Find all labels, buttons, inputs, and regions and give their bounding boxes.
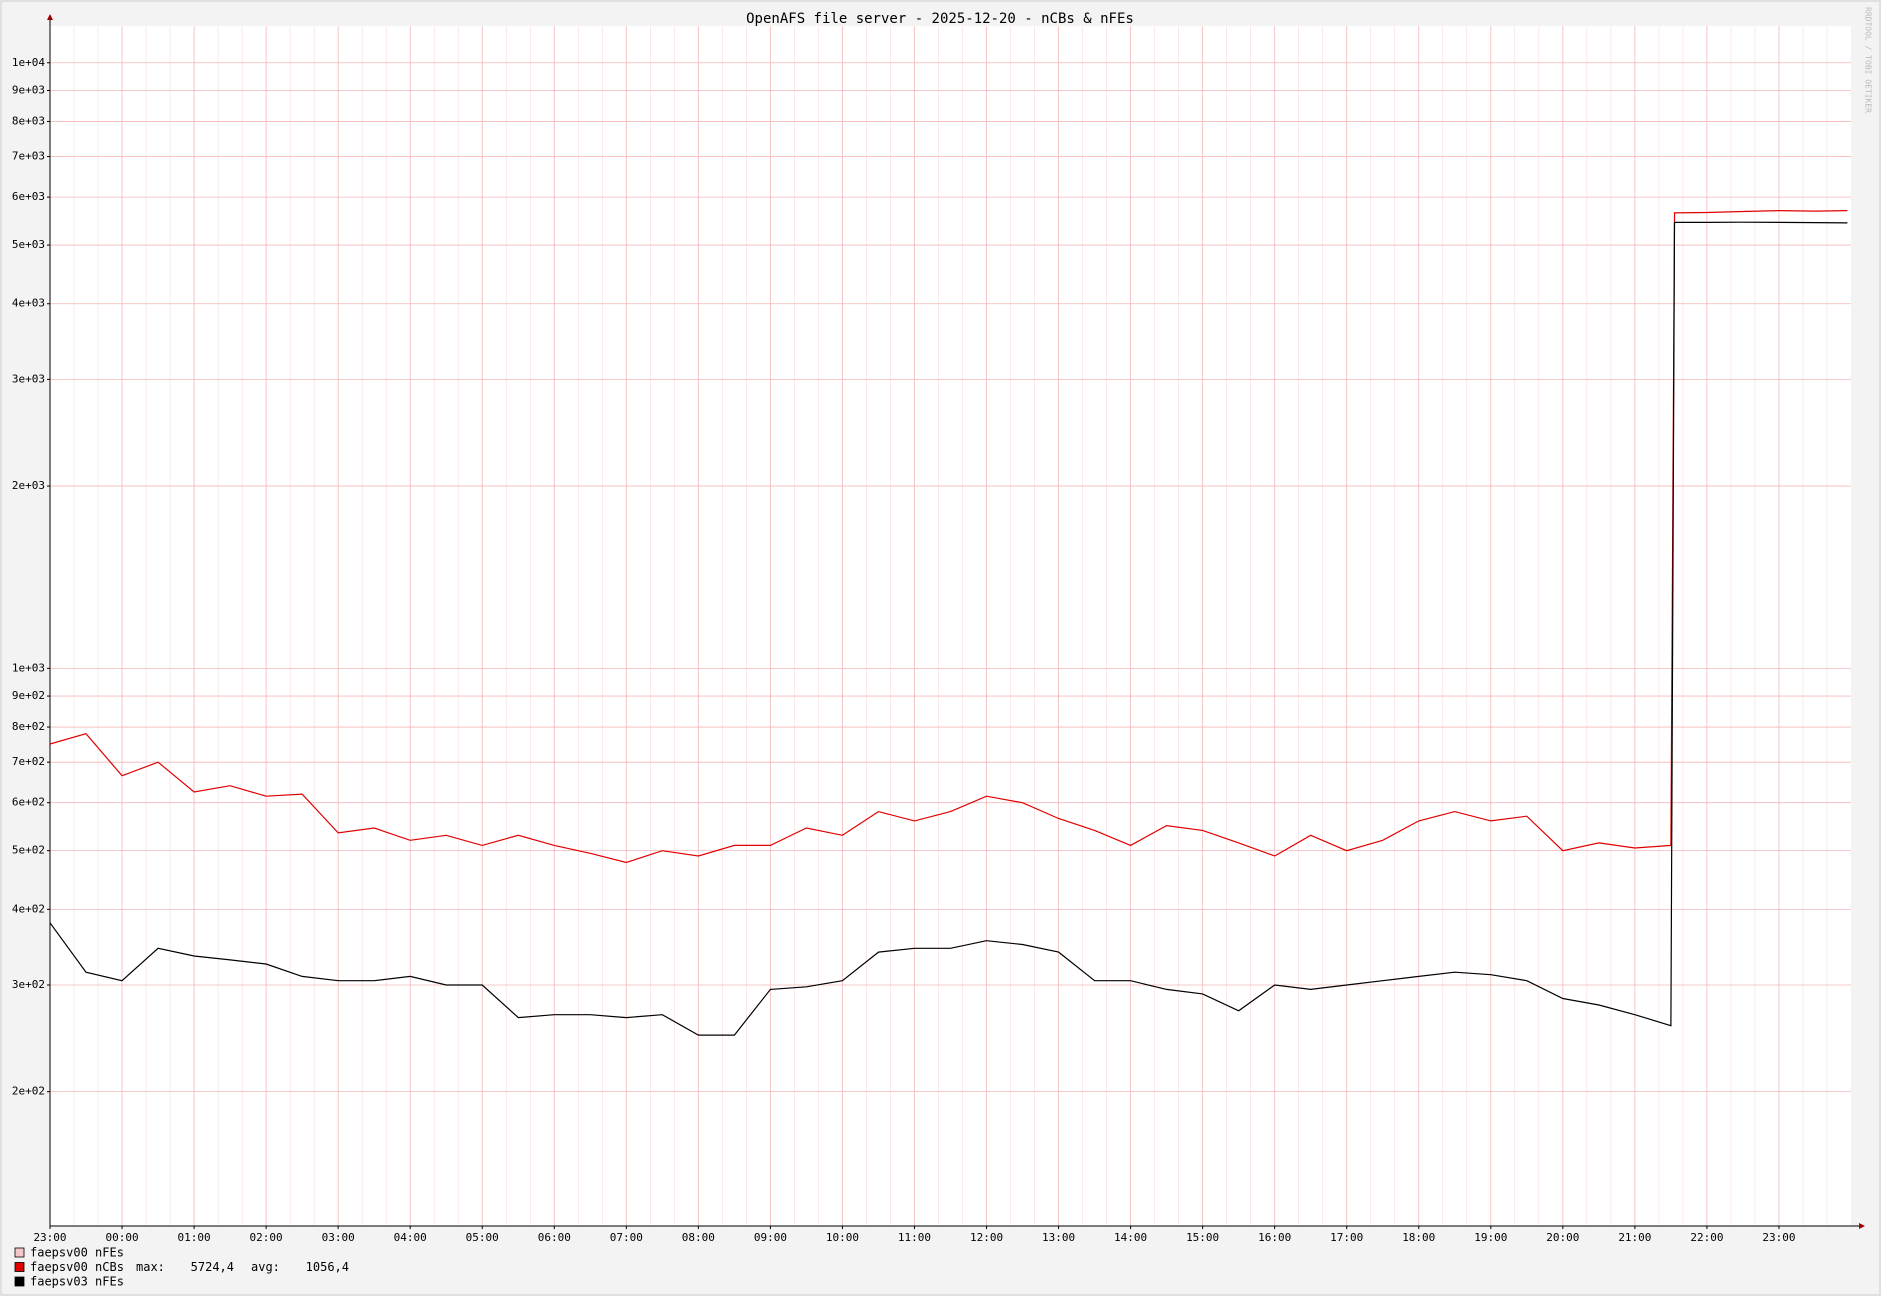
x-tick-label: 00:00 xyxy=(105,1231,138,1244)
y-tick-label: 6e+03 xyxy=(12,190,45,203)
x-tick-label: 06:00 xyxy=(538,1231,571,1244)
x-tick-label: 21:00 xyxy=(1618,1231,1651,1244)
x-tick-label: 01:00 xyxy=(178,1231,211,1244)
y-tick-label: 6e+02 xyxy=(12,796,45,809)
x-tick-label: 02:00 xyxy=(250,1231,283,1244)
data-line xyxy=(49,221,1848,1036)
x-axis-arrow xyxy=(1859,1223,1865,1229)
legend-label: faepsv03 nFEs xyxy=(30,1275,124,1289)
y-tick-label: 8e+03 xyxy=(12,114,45,127)
x-tick-label: 22:00 xyxy=(1690,1231,1723,1244)
y-tick-label: 8e+02 xyxy=(12,720,45,733)
x-tick-label: 11:00 xyxy=(898,1231,931,1244)
x-tick-label: 15:00 xyxy=(1186,1231,1219,1244)
y-tick-label: 7e+03 xyxy=(12,150,45,163)
x-tick-label: 09:00 xyxy=(754,1231,787,1244)
x-tick-label: 14:00 xyxy=(1114,1231,1147,1244)
legend-swatch xyxy=(14,1262,25,1272)
legend-swatch xyxy=(14,1276,25,1287)
y-axis-arrow xyxy=(47,14,53,20)
x-tick-label: 03:00 xyxy=(322,1231,355,1244)
x-tick-label: 16:00 xyxy=(1258,1231,1291,1244)
x-tick-label: 05:00 xyxy=(466,1231,499,1244)
y-tick-label: 2e+03 xyxy=(12,479,45,492)
y-tick-label: 3e+03 xyxy=(12,372,45,385)
y-tick-label: 5e+03 xyxy=(12,238,45,251)
x-tick-label: 10:00 xyxy=(826,1231,859,1244)
x-tick-label: 13:00 xyxy=(1042,1231,1075,1244)
x-tick-label: 18:00 xyxy=(1402,1231,1435,1244)
y-tick-label: 9e+02 xyxy=(12,689,45,702)
x-tick-label: 23:00 xyxy=(33,1231,66,1244)
watermark: RRDTOOL / TOBI OETIKER xyxy=(1864,7,1873,113)
y-tick-label: 3e+02 xyxy=(12,978,45,991)
x-tick-label: 08:00 xyxy=(682,1231,715,1244)
y-tick-label: 4e+03 xyxy=(12,297,45,310)
data-line xyxy=(49,209,1848,864)
x-tick-label: 04:00 xyxy=(394,1231,427,1244)
legend-swatch xyxy=(14,1247,25,1258)
x-tick-label: 17:00 xyxy=(1330,1231,1363,1244)
y-tick-label: 4e+02 xyxy=(12,902,45,915)
y-tick-label: 1e+03 xyxy=(12,661,45,674)
x-tick-label: 23:00 xyxy=(1762,1231,1795,1244)
plot-area xyxy=(50,26,1851,1226)
x-tick-label: 20:00 xyxy=(1546,1231,1579,1244)
x-tick-label: 19:00 xyxy=(1474,1231,1507,1244)
legend-stat-label: max: xyxy=(136,1260,165,1274)
legend-stat-value: 5724,4 xyxy=(191,1260,234,1274)
y-tick-label: 1e+04 xyxy=(12,56,45,69)
legend-stat-value: 1056,4 xyxy=(306,1260,349,1274)
y-tick-label: 2e+02 xyxy=(12,1085,45,1098)
x-tick-label: 12:00 xyxy=(970,1231,1003,1244)
legend-label: faepsv00 nCBs xyxy=(30,1260,124,1274)
y-tick-label: 7e+02 xyxy=(12,755,45,768)
x-tick-label: 07:00 xyxy=(610,1231,643,1244)
y-tick-label: 5e+02 xyxy=(12,844,45,857)
legend-label: faepsv00 nFEs xyxy=(30,1246,124,1260)
chart-title: OpenAFS file server - 2025-12-20 - nCBs … xyxy=(746,11,1134,27)
y-tick-label: 9e+03 xyxy=(12,83,45,96)
legend-stat-label: avg: xyxy=(251,1260,280,1274)
